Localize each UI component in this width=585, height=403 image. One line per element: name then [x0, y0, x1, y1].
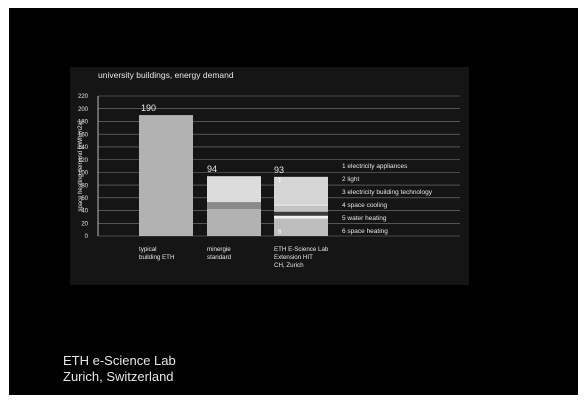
legend-entry: 6 space heating	[342, 228, 388, 235]
legend-entry: 1 electricity appliances	[342, 163, 408, 170]
y-tick-label: 100	[78, 171, 89, 177]
bar-segment	[274, 218, 328, 236]
y-tick-label: 0	[85, 234, 89, 240]
energy-demand-chart: university buildings, energy demand space…	[78, 70, 460, 269]
y-tick-label: 60	[81, 196, 88, 202]
bar-segment	[207, 176, 261, 203]
category-label: ETH E-Science Lab	[274, 246, 329, 253]
bar-segment	[274, 215, 328, 219]
y-tick-label: 80	[81, 183, 88, 189]
category-label: building ETH	[139, 254, 174, 261]
y-tick-label: 20	[81, 221, 88, 227]
y-tick-label: 160	[78, 132, 89, 138]
slide-caption: ETH e-Science Lab Zurich, Switzerland	[63, 353, 176, 385]
bar-segment	[274, 211, 328, 216]
bar-segment	[274, 206, 328, 212]
segment-number: 6	[278, 229, 282, 236]
bar-segment	[274, 203, 328, 207]
bar-total-label: 190	[141, 103, 156, 113]
bar-segment	[139, 115, 193, 236]
category-label: minergie	[207, 246, 231, 253]
bar-segment	[274, 176, 328, 204]
category-label: standard	[207, 254, 232, 261]
category-label: typical	[139, 246, 157, 253]
chart-title: university buildings, energy demand	[98, 70, 234, 80]
y-tick-label: 40	[81, 209, 88, 215]
y-tick-label: 180	[78, 120, 89, 126]
category-label: Extension HIT	[274, 254, 313, 261]
legend-entry: 3 electricity building technology	[342, 189, 433, 196]
segment-number: 1	[278, 177, 282, 184]
y-tick-label: 120	[78, 158, 89, 164]
caption-line-title: ETH e-Science Lab	[63, 353, 176, 368]
bar-segment	[207, 202, 261, 209]
legend-entry: 2 light	[342, 176, 360, 183]
bar-segment	[207, 208, 261, 236]
y-tick-label: 140	[78, 145, 89, 151]
legend-entry: 4 space cooling	[342, 202, 388, 209]
caption-line-location: Zurich, Switzerland	[63, 369, 174, 384]
y-tick-label: 200	[78, 107, 89, 113]
legend-entry: 5 water heating	[342, 215, 387, 222]
category-label: CH, Zurich	[274, 262, 304, 269]
bar-total-label: 93	[274, 165, 284, 175]
y-axis-label: space heating demand [kWh/m2a]	[78, 120, 84, 211]
bar-total-label: 94	[207, 164, 217, 174]
y-tick-label: 220	[78, 94, 89, 100]
chart-panel: university buildings, energy demand space…	[70, 67, 469, 285]
slide-frame: university buildings, energy demand space…	[9, 8, 578, 395]
